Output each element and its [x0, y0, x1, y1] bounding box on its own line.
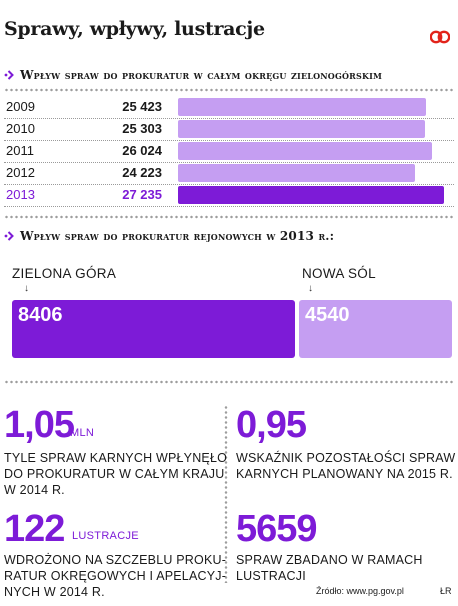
source-credit: Źródło: www.pg.gov.pl — [316, 586, 404, 596]
dotted-divider — [4, 380, 454, 384]
year-bar — [178, 142, 432, 160]
year-bar — [178, 186, 444, 204]
fact-3-description: WDROŻONO NA SZCZEBLU PROKU- RATUR OKRĘGO… — [4, 553, 227, 599]
vertical-dotted-divider — [224, 405, 228, 583]
region-bar — [299, 300, 452, 358]
row-divider — [4, 206, 454, 207]
year-value: 26 024 — [122, 143, 162, 158]
year-label: 2012 — [6, 165, 35, 180]
year-label: 2010 — [6, 121, 35, 136]
arrow-down-icon: ↓ — [308, 283, 313, 294]
page-title: Sprawy, wpływy, lustracje — [4, 18, 265, 40]
region-value: 8406 — [18, 304, 63, 326]
author-initials: ŁR — [440, 586, 452, 596]
chevron-right-icon — [4, 231, 14, 241]
section-1-title: Wpływ spraw do prokuratur w całym okręgu… — [20, 68, 383, 82]
fact-4-description: SPRAW ZBADANO W RAMACH LUSTRACJI — [236, 553, 423, 583]
row-divider — [4, 162, 454, 163]
year-value: 24 223 — [122, 165, 162, 180]
year-value: 25 423 — [122, 99, 162, 114]
fact-2-description: WSKAŹNIK POZOSTAŁOŚCI SPRAW KARNYCH PLAN… — [236, 451, 456, 481]
cp-logo-icon — [430, 30, 450, 44]
fact-2-number: 0,95 — [236, 404, 307, 446]
fact-1-unit: MLN — [70, 427, 95, 439]
row-divider — [4, 184, 454, 185]
year-label: 2011 — [6, 143, 34, 158]
chevron-right-icon — [4, 70, 14, 80]
arrow-down-icon: ↓ — [24, 283, 29, 294]
fact-4-number: 5659 — [236, 508, 318, 550]
dotted-divider — [4, 88, 454, 92]
section-1-header: Wpływ spraw do prokuratur w całym okręgu… — [4, 68, 382, 82]
fact-1-description: TYLE SPRAW KARNYCH WPŁYNĘŁO DO PROKURATU… — [4, 451, 228, 497]
fact-3-unit: LUSTRACJE — [72, 530, 139, 542]
row-divider — [4, 118, 454, 119]
year-bar — [178, 164, 415, 182]
year-label: 2013 — [6, 187, 35, 202]
year-bar — [178, 120, 425, 138]
fact-3-number: 122 — [4, 508, 65, 550]
row-divider — [4, 140, 454, 141]
year-value: 27 235 — [122, 187, 162, 202]
year-bar — [178, 98, 426, 116]
region-label-zielona-gora: ZIELONA GÓRA — [12, 266, 117, 281]
region-label-nowa-sol: NOWA SÓL — [302, 266, 376, 281]
section-2-header: Wpływ spraw do prokuratur rejonowych w 2… — [4, 229, 334, 243]
region-bar — [12, 300, 295, 358]
fact-1-number: 1,05 — [4, 404, 75, 446]
dotted-divider — [4, 215, 454, 219]
year-value: 25 303 — [122, 121, 162, 136]
region-value: 4540 — [305, 304, 350, 326]
year-label: 2009 — [6, 99, 35, 114]
section-2-title: Wpływ spraw do prokuratur rejonowych w 2… — [20, 229, 335, 243]
